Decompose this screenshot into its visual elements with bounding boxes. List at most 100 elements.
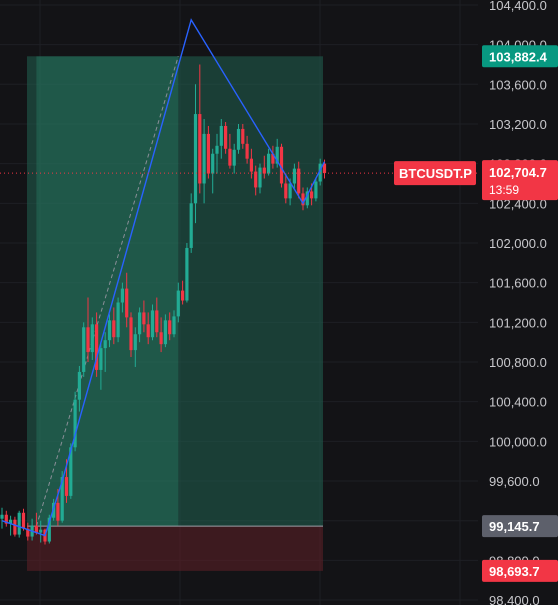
candle-body[interactable] bbox=[125, 288, 129, 318]
candle-body[interactable] bbox=[224, 125, 228, 149]
candle-body[interactable] bbox=[21, 512, 26, 529]
stop-price-tag-bg bbox=[482, 559, 558, 582]
candle-body[interactable] bbox=[133, 334, 137, 351]
last-price-tag-bg bbox=[482, 160, 558, 201]
candle-body[interactable] bbox=[64, 477, 69, 496]
candle-body[interactable] bbox=[77, 371, 81, 400]
candle-body[interactable] bbox=[271, 153, 275, 164]
candle-body[interactable] bbox=[176, 290, 180, 317]
price-tick-label: 102,000.0 bbox=[489, 236, 547, 251]
candle-body[interactable] bbox=[245, 143, 249, 159]
candle-body[interactable] bbox=[13, 519, 17, 535]
target-price-tag: 103,882.4 bbox=[489, 49, 548, 64]
candle-body[interactable] bbox=[232, 149, 236, 166]
candle-body[interactable] bbox=[159, 332, 163, 345]
candle-body[interactable] bbox=[275, 146, 279, 164]
candle-body[interactable] bbox=[193, 114, 198, 204]
price-tick-label: 100,400.0 bbox=[489, 395, 547, 410]
profit-zone[interactable] bbox=[27, 56, 323, 527]
candle-body[interactable] bbox=[172, 316, 176, 335]
candle-body[interactable] bbox=[198, 114, 202, 184]
candle-body[interactable] bbox=[292, 168, 296, 184]
candle-body[interactable] bbox=[254, 171, 258, 188]
candle-body[interactable] bbox=[17, 512, 21, 535]
price-tick-label: 100,800.0 bbox=[489, 355, 547, 370]
candle-body[interactable] bbox=[241, 128, 245, 144]
candle-body[interactable] bbox=[9, 519, 13, 524]
candle-body[interactable] bbox=[267, 153, 271, 174]
candle-body[interactable] bbox=[99, 348, 103, 370]
candle-body[interactable] bbox=[107, 320, 112, 341]
symbol-tag-bg bbox=[394, 161, 476, 186]
pattern-line[interactable] bbox=[1, 18, 326, 537]
candle-body[interactable] bbox=[314, 181, 318, 199]
candle-body[interactable] bbox=[47, 517, 51, 542]
candle-body[interactable] bbox=[112, 320, 116, 338]
candle-body[interactable] bbox=[155, 310, 159, 333]
price-tick-label: 98,400.0 bbox=[489, 593, 540, 605]
candle-body[interactable] bbox=[138, 312, 142, 335]
candle-body[interactable] bbox=[73, 399, 77, 448]
candle-body[interactable] bbox=[249, 158, 253, 172]
candle-body[interactable] bbox=[142, 312, 146, 325]
candle-body[interactable] bbox=[120, 288, 124, 303]
candle-body[interactable] bbox=[4, 514, 8, 524]
candle-body[interactable] bbox=[69, 447, 73, 496]
last-price-tag: 102,704.7 bbox=[489, 165, 547, 180]
candle-body[interactable] bbox=[279, 146, 284, 184]
candle-body[interactable] bbox=[219, 125, 223, 146]
position-path-line bbox=[35, 56, 179, 527]
candle-body[interactable] bbox=[95, 324, 99, 370]
candle-body[interactable] bbox=[86, 327, 90, 353]
price-tick-label: 100,000.0 bbox=[489, 434, 547, 449]
candle-body[interactable] bbox=[206, 133, 210, 174]
candle-body[interactable] bbox=[297, 168, 301, 194]
candle-body[interactable] bbox=[322, 163, 327, 174]
price-tick-label: 103,600.0 bbox=[489, 77, 547, 92]
candle-body[interactable] bbox=[215, 145, 219, 154]
candle-body[interactable] bbox=[146, 324, 150, 338]
candle-body[interactable] bbox=[284, 183, 288, 199]
price-tick-label: 103,200.0 bbox=[489, 117, 547, 132]
candle-body[interactable] bbox=[39, 529, 43, 533]
loss-zone[interactable] bbox=[27, 526, 323, 571]
candle-body[interactable] bbox=[318, 163, 322, 182]
symbol-tag: BTCUSDT.P bbox=[399, 166, 472, 181]
candle-body[interactable] bbox=[185, 247, 189, 301]
candle-body[interactable] bbox=[310, 191, 314, 199]
target-price-tag-bg bbox=[482, 45, 558, 68]
stop-price-tag: 98,693.7 bbox=[489, 564, 540, 579]
candle-body[interactable] bbox=[90, 324, 94, 353]
candle-body[interactable] bbox=[189, 203, 193, 248]
price-tick-label: 101,200.0 bbox=[489, 315, 547, 330]
candle-body[interactable] bbox=[56, 502, 60, 521]
price-tick-label: 104,400.0 bbox=[489, 0, 547, 13]
candle-body[interactable] bbox=[34, 525, 38, 533]
entry-price-tag: 99,145.7 bbox=[489, 519, 540, 534]
candle-body[interactable] bbox=[82, 327, 86, 372]
candle-body[interactable] bbox=[103, 340, 107, 349]
candle-body[interactable] bbox=[60, 477, 64, 521]
candle-body[interactable] bbox=[236, 128, 241, 150]
candle-body[interactable] bbox=[129, 317, 133, 351]
entry-price-tag-bg bbox=[482, 515, 558, 538]
candle-body[interactable] bbox=[211, 153, 215, 174]
candle-body[interactable] bbox=[228, 148, 232, 166]
candle-body[interactable] bbox=[150, 310, 155, 338]
candle-body[interactable] bbox=[202, 133, 206, 184]
candle-body[interactable] bbox=[181, 290, 185, 301]
candle-body[interactable] bbox=[288, 183, 292, 199]
candle-body[interactable] bbox=[262, 167, 266, 174]
candle-body[interactable] bbox=[258, 167, 262, 188]
candle-body[interactable] bbox=[301, 193, 305, 206]
price-tick-label: 101,600.0 bbox=[489, 276, 547, 291]
candle-body[interactable] bbox=[305, 191, 309, 206]
candle-body[interactable] bbox=[116, 302, 120, 338]
countdown-label: 13:59 bbox=[489, 183, 519, 197]
candle-body[interactable] bbox=[168, 320, 172, 335]
candle-body[interactable] bbox=[163, 320, 167, 345]
candle-body[interactable] bbox=[0, 514, 4, 519]
candle-body[interactable] bbox=[26, 528, 30, 537]
